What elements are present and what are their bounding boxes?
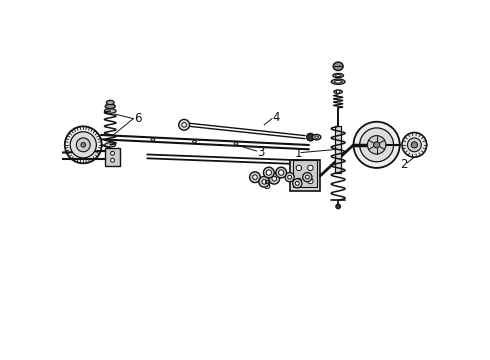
Polygon shape xyxy=(294,160,317,187)
Circle shape xyxy=(285,172,294,182)
Circle shape xyxy=(276,167,287,178)
Circle shape xyxy=(368,136,386,154)
Circle shape xyxy=(262,180,267,184)
Text: 3: 3 xyxy=(257,146,265,159)
Circle shape xyxy=(308,165,313,171)
Circle shape xyxy=(249,172,260,183)
Ellipse shape xyxy=(106,100,114,105)
Circle shape xyxy=(70,132,97,158)
Circle shape xyxy=(296,165,301,171)
Circle shape xyxy=(266,170,271,175)
Ellipse shape xyxy=(315,136,318,138)
Circle shape xyxy=(411,142,417,148)
Circle shape xyxy=(353,122,400,168)
Circle shape xyxy=(407,138,421,152)
Circle shape xyxy=(253,175,257,180)
Circle shape xyxy=(305,175,309,179)
Ellipse shape xyxy=(334,90,343,94)
Ellipse shape xyxy=(193,140,196,143)
Circle shape xyxy=(259,176,270,187)
Ellipse shape xyxy=(335,80,342,83)
Polygon shape xyxy=(105,148,120,166)
Text: 5: 5 xyxy=(263,179,270,192)
Text: 6: 6 xyxy=(134,112,142,125)
Circle shape xyxy=(111,158,115,162)
Circle shape xyxy=(293,179,302,188)
Ellipse shape xyxy=(331,79,345,84)
Ellipse shape xyxy=(336,75,341,77)
Circle shape xyxy=(307,133,314,141)
Circle shape xyxy=(264,167,274,178)
Ellipse shape xyxy=(151,138,155,141)
Ellipse shape xyxy=(104,109,116,113)
Circle shape xyxy=(278,170,284,175)
Ellipse shape xyxy=(333,73,343,78)
Circle shape xyxy=(296,178,301,184)
Circle shape xyxy=(402,132,427,157)
Circle shape xyxy=(373,142,380,148)
Ellipse shape xyxy=(105,104,115,109)
Circle shape xyxy=(81,143,86,147)
Circle shape xyxy=(337,90,340,93)
Text: 1: 1 xyxy=(295,147,303,160)
Ellipse shape xyxy=(312,134,321,140)
Circle shape xyxy=(269,173,280,184)
Ellipse shape xyxy=(105,143,116,147)
Circle shape xyxy=(111,152,115,155)
Circle shape xyxy=(65,126,102,163)
Circle shape xyxy=(303,172,312,182)
Text: 4: 4 xyxy=(273,111,280,125)
Circle shape xyxy=(295,181,299,185)
Bar xyxy=(335,126,341,172)
Ellipse shape xyxy=(234,142,238,145)
Circle shape xyxy=(360,128,393,162)
Circle shape xyxy=(179,120,190,130)
Circle shape xyxy=(336,204,341,209)
Circle shape xyxy=(308,178,313,184)
Circle shape xyxy=(272,176,276,181)
Circle shape xyxy=(182,122,186,127)
Text: 2: 2 xyxy=(401,158,408,171)
Ellipse shape xyxy=(333,62,343,71)
Polygon shape xyxy=(290,160,320,191)
Circle shape xyxy=(288,175,292,179)
Circle shape xyxy=(76,138,90,152)
